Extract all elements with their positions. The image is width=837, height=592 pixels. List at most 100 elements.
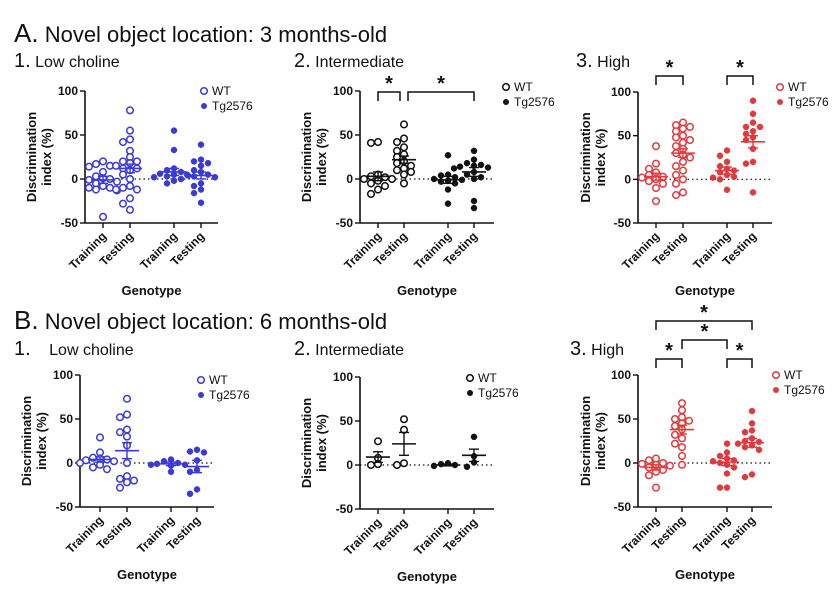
data-point [125, 205, 135, 214]
data-point [658, 179, 668, 188]
data-point [723, 158, 731, 166]
panel-a3-title: 3. High [576, 50, 630, 73]
y-tick-label: 0 [624, 456, 631, 470]
panel-number: 2. [294, 338, 311, 360]
y-axis-label: Discriminationindex (%) [578, 396, 608, 486]
section-b-title-text: Novel object location: 6 months-old [44, 309, 388, 334]
data-point [197, 186, 205, 193]
y-tick-label: -50 [61, 216, 79, 230]
y-axis-label: Discriminationindex (%) [299, 112, 329, 202]
y-tick-label: 50 [65, 128, 79, 142]
data-point [716, 176, 724, 183]
data-point [463, 159, 471, 167]
group-wt-training [359, 137, 397, 199]
legend-marker-wt [771, 370, 781, 380]
group-wt-testing [392, 415, 416, 470]
data-point [170, 146, 178, 154]
data-point [125, 194, 135, 203]
group-wt-training [366, 437, 390, 470]
data-point [716, 484, 724, 491]
data-point [749, 189, 757, 196]
y-axis-label: Discriminationindex (%) [299, 398, 329, 488]
group-wt-testing [115, 394, 139, 492]
data-point [742, 123, 750, 131]
panel-number: 1. [14, 338, 31, 360]
group-tg2576-testing [462, 433, 486, 471]
data-point [637, 459, 647, 468]
y-axis-label: Discriminationindex (%) [24, 112, 54, 202]
data-point [685, 135, 695, 145]
data-point [197, 156, 205, 163]
data-point [670, 430, 680, 439]
x-axis-label: Genotype [122, 283, 182, 298]
y-tick-label: -50 [614, 216, 632, 230]
data-point [111, 161, 121, 170]
data-point [651, 184, 661, 193]
group-wt-training [75, 433, 119, 474]
panel-a2-title: 2. Intermediate [294, 50, 404, 73]
data-point [677, 443, 687, 452]
data-point [671, 133, 681, 142]
data-point [112, 177, 122, 186]
data-point [670, 414, 680, 424]
legend-marker-wt [465, 373, 475, 383]
significance-star: * [736, 57, 744, 79]
y-tick-label: 100 [58, 84, 78, 98]
data-point [470, 156, 478, 163]
y-tick-label: 100 [53, 368, 73, 382]
data-point [470, 204, 478, 212]
panel-title-text: Intermediate [315, 342, 405, 359]
data-point [373, 185, 383, 194]
significance-bracket [681, 339, 728, 349]
section-a-title: A. Novel object location: 3 months-old [14, 18, 387, 49]
significance-star: * [736, 340, 744, 362]
panel-number: 3. [576, 50, 593, 72]
data-point [392, 460, 402, 470]
data-point [678, 124, 688, 133]
significance-star: * [385, 73, 393, 95]
data-point [129, 476, 139, 485]
data-point [677, 406, 687, 415]
data-point [399, 134, 409, 143]
y-tick-label: 50 [618, 129, 632, 143]
data-point [95, 433, 105, 442]
data-point [470, 197, 478, 205]
group-tg2576-testing [741, 97, 765, 196]
data-point [190, 158, 198, 165]
data-point [98, 212, 108, 221]
data-point [91, 159, 101, 169]
data-point [723, 440, 731, 447]
data-point [741, 473, 749, 481]
y-tick-label: -50 [336, 216, 354, 230]
data-point [366, 460, 376, 470]
data-point [122, 478, 132, 487]
data-point [193, 486, 201, 493]
y-tick-label: 0 [346, 458, 353, 472]
y-tick-label: 50 [340, 414, 354, 428]
legend-label-tg2576: Tg2576 [514, 95, 555, 109]
significance-star: * [665, 340, 673, 362]
data-point [756, 123, 764, 131]
data-point [677, 451, 687, 461]
data-point [204, 159, 212, 167]
data-point [125, 135, 135, 144]
data-point [671, 179, 681, 188]
panel-title-text: Intermediate [315, 54, 405, 71]
data-point [392, 137, 402, 147]
data-point [444, 151, 452, 159]
data-point [84, 162, 94, 171]
data-point [211, 173, 219, 181]
data-point [651, 159, 661, 168]
data-point [91, 185, 101, 194]
data-point [163, 173, 171, 180]
significance-star: * [666, 57, 674, 79]
data-point [125, 126, 135, 135]
data-point [678, 188, 688, 197]
data-point [190, 182, 198, 190]
data-point [716, 152, 724, 160]
data-point [163, 180, 171, 187]
data-point [406, 167, 416, 177]
